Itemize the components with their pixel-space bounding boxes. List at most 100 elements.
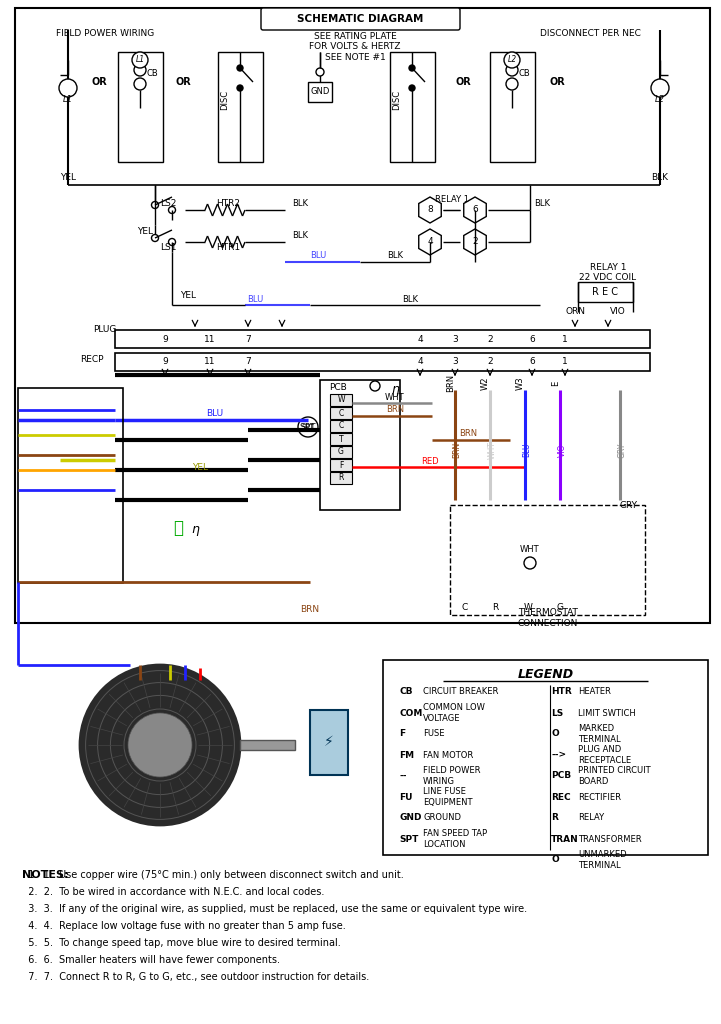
- Text: HTR: HTR: [551, 687, 572, 696]
- Text: HEATER: HEATER: [578, 687, 611, 696]
- Text: FU: FU: [399, 793, 412, 802]
- Text: BLK: BLK: [652, 173, 668, 182]
- Bar: [218, 52, 263, 162]
- Text: FM: FM: [399, 751, 414, 760]
- Text: RED: RED: [421, 457, 439, 466]
- Circle shape: [237, 65, 243, 71]
- Text: O: O: [551, 729, 559, 738]
- Circle shape: [409, 85, 415, 91]
- Text: DISC: DISC: [221, 90, 229, 110]
- Text: VIO: VIO: [610, 307, 626, 316]
- Text: SCHEMATIC DIAGRAM: SCHEMATIC DIAGRAM: [297, 14, 423, 24]
- Text: η: η: [391, 384, 399, 396]
- Circle shape: [316, 68, 324, 76]
- Bar: [310, 710, 348, 775]
- Bar: [18, 388, 123, 583]
- Bar: [115, 353, 650, 371]
- Bar: [330, 407, 352, 419]
- Text: 3: 3: [452, 335, 458, 343]
- Text: G: G: [338, 447, 344, 457]
- Text: BRN: BRN: [386, 406, 404, 415]
- Polygon shape: [464, 229, 486, 255]
- Text: GROUND: GROUND: [423, 813, 461, 822]
- Text: RELAY 1: RELAY 1: [435, 196, 469, 205]
- Text: 2.  2.  To be wired in accordance with N.E.C. and local codes.: 2. 2. To be wired in accordance with N.E…: [22, 887, 324, 897]
- Circle shape: [59, 79, 77, 97]
- Text: LS2: LS2: [160, 200, 176, 209]
- Text: LINE FUSE
EQUIPMENT: LINE FUSE EQUIPMENT: [423, 787, 472, 807]
- Text: BLK: BLK: [292, 231, 308, 241]
- Text: WHT: WHT: [487, 441, 497, 459]
- Text: LEGEND: LEGEND: [518, 668, 574, 681]
- Text: BRN: BRN: [446, 374, 455, 392]
- Text: 6.  6.  Smaller heaters will have fewer components.: 6. 6. Smaller heaters will have fewer co…: [22, 955, 280, 965]
- Text: 4: 4: [417, 335, 423, 343]
- Text: 4: 4: [427, 238, 433, 247]
- Text: BLK: BLK: [387, 252, 403, 260]
- Text: COM: COM: [399, 709, 423, 718]
- Text: W: W: [337, 395, 345, 404]
- Bar: [118, 52, 163, 162]
- Text: --: --: [399, 771, 407, 780]
- Text: -->: -->: [551, 751, 566, 760]
- Text: O: O: [551, 855, 559, 864]
- Text: PLUG: PLUG: [93, 326, 117, 335]
- Text: W3: W3: [516, 376, 525, 390]
- Text: W: W: [523, 602, 532, 611]
- Text: 1: 1: [562, 335, 568, 343]
- Text: E: E: [551, 380, 560, 386]
- Text: OR: OR: [91, 77, 107, 87]
- Text: 7: 7: [245, 357, 251, 367]
- Text: FIELD POWER
WIRING: FIELD POWER WIRING: [423, 766, 480, 785]
- Text: R: R: [492, 602, 498, 611]
- Text: MARKED
TERMINAL: MARKED TERMINAL: [578, 724, 621, 743]
- Text: L1: L1: [63, 95, 73, 104]
- Text: C: C: [338, 422, 344, 430]
- Bar: [330, 446, 352, 458]
- Circle shape: [134, 78, 146, 90]
- Text: BLU: BLU: [523, 442, 531, 458]
- Text: YEL: YEL: [60, 173, 76, 182]
- Circle shape: [151, 202, 159, 209]
- Bar: [320, 380, 400, 510]
- Text: UNMARKED
TERMINAL: UNMARKED TERMINAL: [578, 850, 627, 869]
- Bar: [308, 82, 332, 102]
- Circle shape: [128, 713, 192, 777]
- Text: FIELD POWER WIRING: FIELD POWER WIRING: [56, 30, 154, 39]
- Text: HTR1: HTR1: [216, 244, 240, 253]
- Text: WHT: WHT: [520, 546, 540, 555]
- Circle shape: [169, 207, 175, 213]
- Text: ⚡: ⚡: [324, 735, 334, 750]
- Text: HTR2: HTR2: [216, 200, 240, 209]
- Text: L2: L2: [655, 95, 665, 104]
- Text: SPT: SPT: [399, 835, 418, 844]
- Text: CIRCUIT BREAKER: CIRCUIT BREAKER: [423, 687, 498, 696]
- Text: NOTES:: NOTES:: [22, 870, 68, 880]
- Text: BLU: BLU: [310, 252, 326, 260]
- Polygon shape: [419, 197, 441, 223]
- Circle shape: [409, 65, 415, 71]
- Text: YEL: YEL: [192, 464, 208, 472]
- Bar: [240, 740, 295, 750]
- Text: PCB: PCB: [551, 771, 571, 780]
- Text: R: R: [551, 813, 558, 822]
- Text: REC: REC: [551, 793, 570, 802]
- Text: BLK: BLK: [292, 200, 308, 209]
- Text: RECTIFIER: RECTIFIER: [578, 793, 621, 802]
- Text: OR: OR: [175, 77, 191, 87]
- Text: W2: W2: [481, 376, 490, 390]
- Circle shape: [132, 52, 148, 68]
- Circle shape: [651, 79, 669, 97]
- Text: η: η: [191, 523, 199, 537]
- Text: 7.  7.  Connect R to R, G to G, etc., see outdoor instruction for details.: 7. 7. Connect R to R, G to G, etc., see …: [22, 972, 369, 982]
- Bar: [450, 505, 645, 615]
- Text: GRY: GRY: [619, 501, 637, 510]
- Bar: [330, 472, 352, 484]
- Text: PCB: PCB: [329, 383, 347, 391]
- Text: TRAN: TRAN: [551, 835, 579, 844]
- Text: 9: 9: [162, 335, 168, 343]
- Circle shape: [151, 234, 159, 242]
- Bar: [383, 660, 708, 855]
- Circle shape: [298, 417, 318, 437]
- Text: VIO: VIO: [557, 443, 567, 457]
